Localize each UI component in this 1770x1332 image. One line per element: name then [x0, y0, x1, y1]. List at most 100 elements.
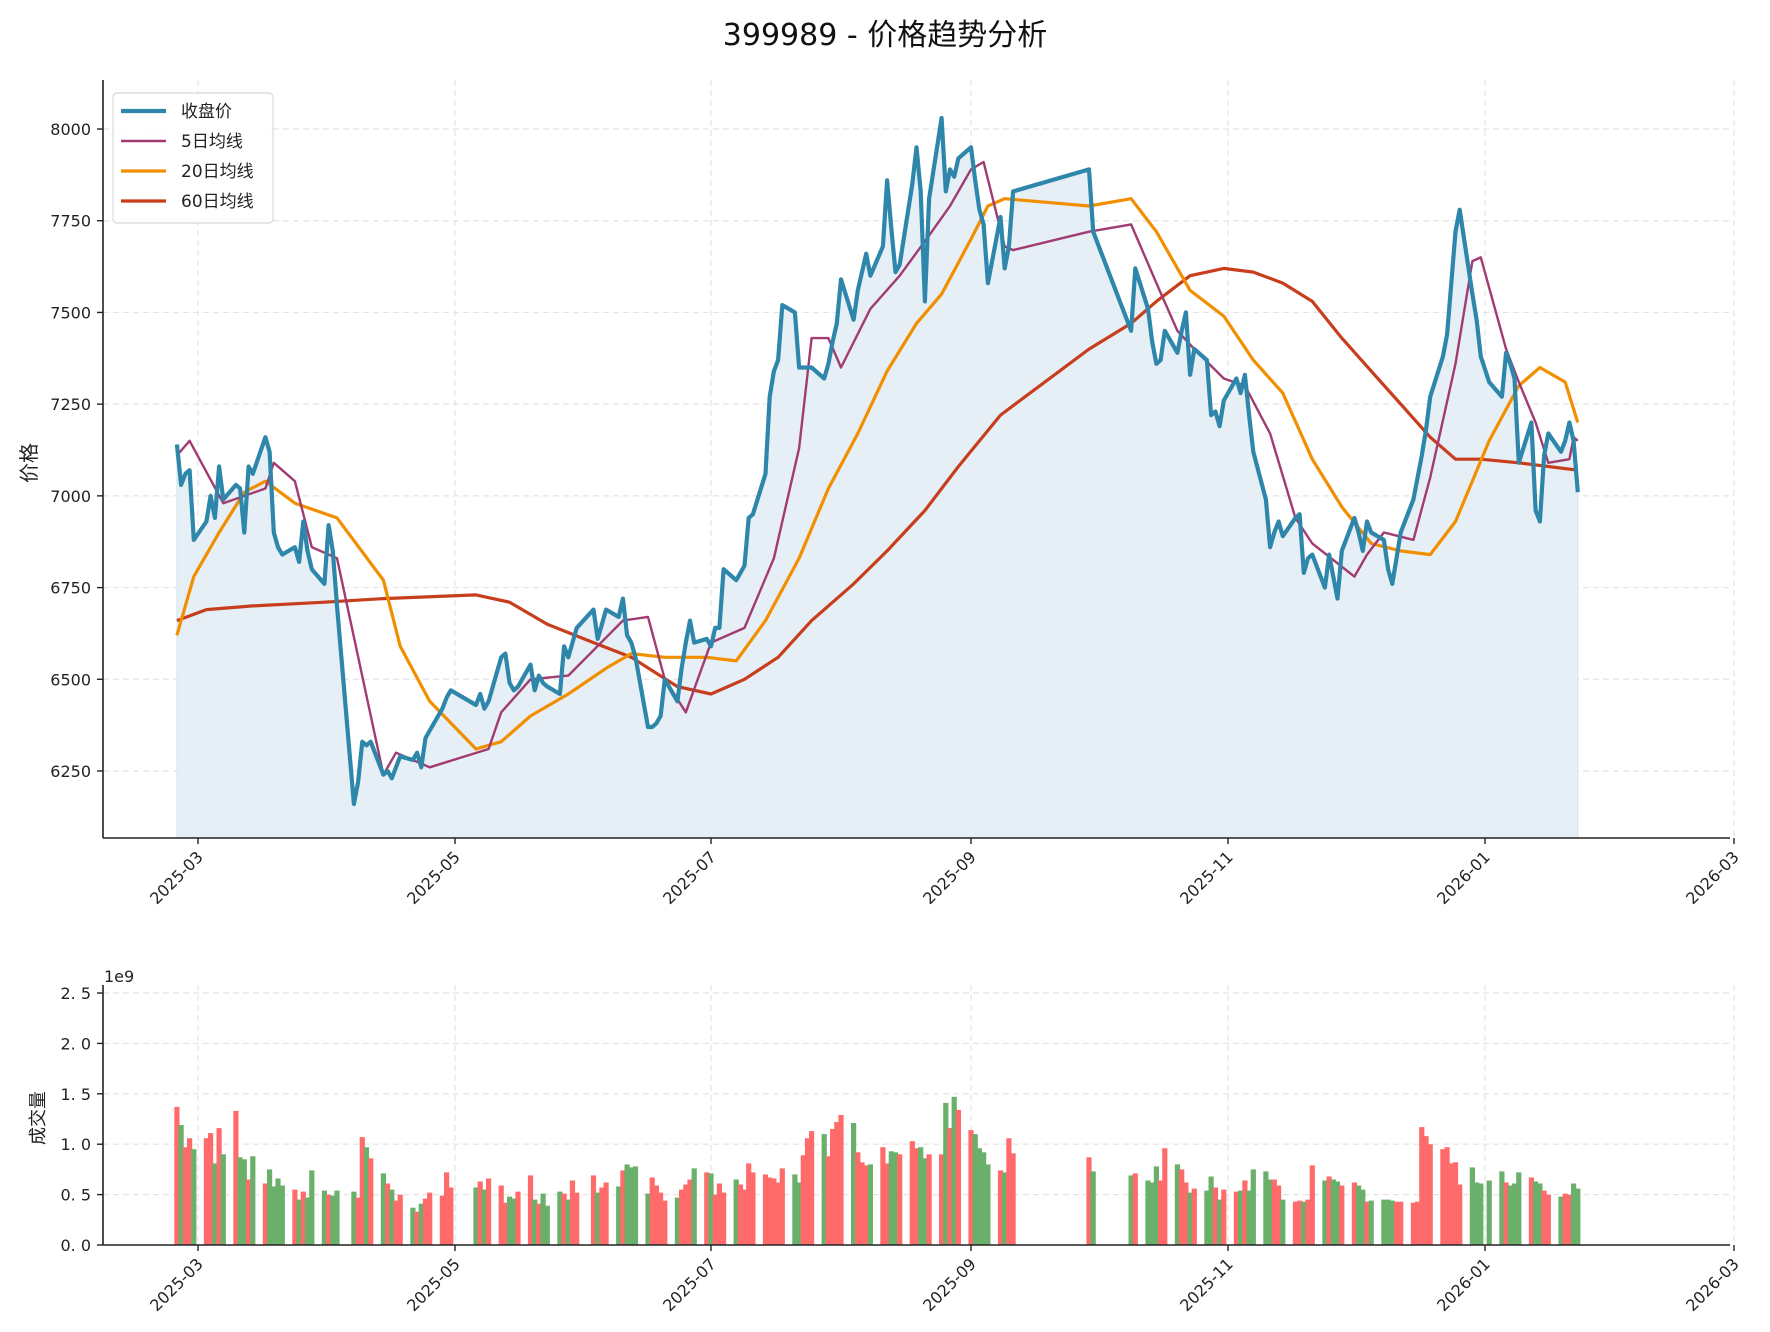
- price-xtick-label: 2026-03: [1682, 847, 1743, 908]
- volume-bar: [321, 1190, 327, 1245]
- volume-bar: [599, 1187, 605, 1245]
- volume-bar: [334, 1190, 340, 1245]
- volume-bar: [653, 1185, 659, 1245]
- volume-bar: [939, 1154, 945, 1245]
- volume-bar: [191, 1149, 197, 1245]
- legend: 收盘价 5日均线 20日均线 60日均线: [112, 92, 274, 224]
- price-panel: 6250 6500 6750 7000 7250 7500 7750 8000 2025-03 2…: [17, 80, 1743, 908]
- volume-bar: [385, 1183, 391, 1245]
- volume-bar: [1516, 1172, 1522, 1245]
- volume-bar: [1191, 1188, 1197, 1245]
- volume-bar: [1233, 1191, 1239, 1245]
- volume-bar: [897, 1154, 903, 1245]
- volume-bar: [544, 1205, 550, 1245]
- volume-bar: [859, 1162, 865, 1245]
- volume-bar: [838, 1115, 844, 1245]
- volume-bar: [1339, 1185, 1345, 1245]
- volume-xtick-label: 2026-01: [1433, 1254, 1494, 1315]
- volume-bar: [1149, 1182, 1155, 1245]
- volume-bar: [1276, 1185, 1282, 1245]
- volume-bar: [1537, 1183, 1543, 1245]
- volume-bar: [918, 1147, 924, 1245]
- volume-bar: [683, 1184, 689, 1245]
- volume-bar: [246, 1179, 252, 1245]
- volume-ytick-label: 1. 5: [60, 1085, 91, 1104]
- volume-bar: [527, 1175, 534, 1245]
- volume-offset-label: 1e9: [104, 967, 134, 986]
- volume-bar: [414, 1211, 420, 1245]
- volume-bar: [771, 1178, 777, 1245]
- volume-bar: [779, 1168, 785, 1245]
- volume-bar: [716, 1183, 722, 1245]
- volume-bar: [1419, 1127, 1425, 1245]
- volume-bar: [926, 1154, 932, 1245]
- volume-bar: [909, 1141, 915, 1245]
- volume-bar: [292, 1189, 298, 1245]
- volume-xtick-label: 2026-03: [1682, 1254, 1743, 1315]
- volume-bar: [1486, 1180, 1492, 1245]
- volume-bar: [498, 1185, 504, 1245]
- volume-xtick-label: 2025-09: [919, 1254, 980, 1315]
- volume-bar: [574, 1192, 580, 1245]
- volume-bar: [741, 1189, 748, 1245]
- volume-bar: [892, 1152, 899, 1245]
- volume-bar: [1499, 1171, 1505, 1245]
- volume-bar: [1208, 1176, 1214, 1245]
- volume-bar: [662, 1200, 668, 1245]
- volume-bar: [746, 1163, 752, 1245]
- volume-bar: [540, 1193, 546, 1245]
- volume-bar: [1393, 1201, 1400, 1245]
- volume-bar: [1511, 1183, 1518, 1245]
- volume-bar: [1562, 1193, 1568, 1245]
- volume-bar: [1322, 1180, 1328, 1245]
- volume-bar: [187, 1138, 193, 1245]
- volume-bar: [507, 1196, 513, 1245]
- volume-bar: [326, 1194, 332, 1245]
- volume-bar: [884, 1163, 890, 1245]
- volume-bar: [237, 1157, 243, 1245]
- volume-bar: [279, 1185, 285, 1245]
- volume-bar: [1086, 1157, 1092, 1245]
- volume-bar: [1398, 1201, 1404, 1245]
- volume-bar: [1385, 1199, 1391, 1245]
- volume-bar: [1217, 1199, 1223, 1245]
- volume-bar: [985, 1164, 991, 1245]
- volume-bar: [1360, 1189, 1366, 1245]
- volume-bar: [1427, 1144, 1433, 1245]
- volume-xtick-label: 2025-11: [1176, 1254, 1237, 1315]
- volume-bar: [1356, 1185, 1362, 1245]
- volume-bar: [821, 1134, 827, 1245]
- volume-bar: [1545, 1194, 1551, 1245]
- volume-bar: [809, 1131, 815, 1245]
- volume-bar: [737, 1184, 743, 1245]
- volume-bar: [565, 1199, 571, 1245]
- volume-bar: [380, 1173, 386, 1245]
- volume-bar: [603, 1182, 609, 1245]
- volume-bar: [825, 1156, 831, 1245]
- volume-bar: [888, 1151, 894, 1245]
- volume-bar: [1162, 1148, 1168, 1245]
- volume-bar: [913, 1148, 920, 1245]
- volume-bar: [309, 1170, 315, 1245]
- volume-bar: [304, 1197, 311, 1245]
- ma60-line: [176, 266, 1578, 696]
- volume-bar: [620, 1170, 626, 1245]
- legend-entry: 收盘价: [181, 102, 232, 122]
- volume-bar: [590, 1175, 597, 1245]
- volume-bar: [1410, 1202, 1416, 1245]
- volume-bar: [389, 1189, 395, 1245]
- volume-bar: [1158, 1180, 1164, 1245]
- volume-bar: [1238, 1190, 1244, 1245]
- volume-bar: [645, 1193, 651, 1245]
- volume-bar: [1452, 1162, 1459, 1245]
- volume-ytick-label: 2. 0: [60, 1034, 91, 1053]
- volume-bar: [658, 1192, 664, 1245]
- volume-bar: [624, 1164, 630, 1245]
- volume-panel: 0. 0 0. 5 1. 0 1. 5 2. 0 2. 5 2025-03 2025-05 20…: [28, 967, 1743, 1315]
- price-ytick-label: 6750: [50, 579, 91, 598]
- volume-bar: [351, 1191, 357, 1245]
- volume-bar: [1305, 1199, 1311, 1245]
- volume-bar: [1271, 1179, 1277, 1245]
- volume-bar: [1187, 1192, 1193, 1245]
